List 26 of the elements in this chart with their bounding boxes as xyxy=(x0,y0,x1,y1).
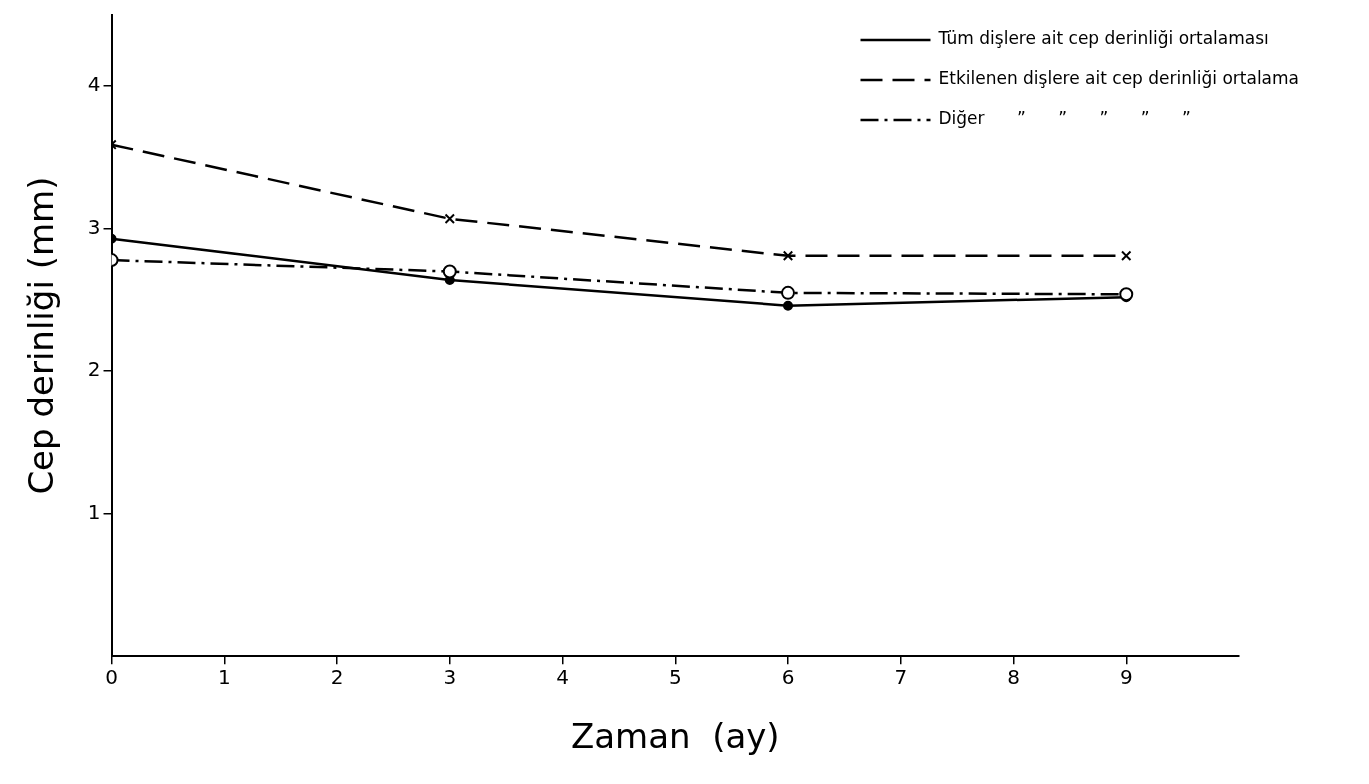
x-tick-label: 4 xyxy=(556,665,569,690)
x-tick-label: 9 xyxy=(1119,665,1133,690)
y-axis-title: Cep derinliği (mm) xyxy=(21,176,62,495)
x-tick-label: 6 xyxy=(781,665,795,690)
x-tick-label: 3 xyxy=(443,665,457,690)
legend-label: Diğer ” ” ” ” ” xyxy=(938,108,1191,129)
point xyxy=(781,285,796,300)
legend-label: Etkilenen dişlere ait cep derinliği ortalama xyxy=(938,68,1300,89)
x-tick-label: 5 xyxy=(668,665,682,690)
y-tick-label: 2 xyxy=(87,357,101,382)
point xyxy=(1119,287,1134,302)
y-tick-label: 1 xyxy=(87,499,101,524)
x-tick-label: 0 xyxy=(105,665,118,690)
point xyxy=(1121,250,1132,262)
x-tick-label: 2 xyxy=(330,665,344,690)
x-axis-title: Zaman (ay) xyxy=(570,716,780,757)
x-tick-label: 8 xyxy=(1007,665,1020,690)
legend-label: Tüm dişlere ait cep derinliği ortalaması xyxy=(937,28,1269,49)
point xyxy=(783,300,794,311)
point xyxy=(442,264,457,279)
point xyxy=(444,213,456,224)
y-tick-label: 3 xyxy=(87,214,101,239)
point xyxy=(782,250,794,262)
x-tick-label: 7 xyxy=(894,665,908,690)
y-tick-label: 4 xyxy=(87,72,101,97)
x-tick-label: 1 xyxy=(217,665,231,690)
